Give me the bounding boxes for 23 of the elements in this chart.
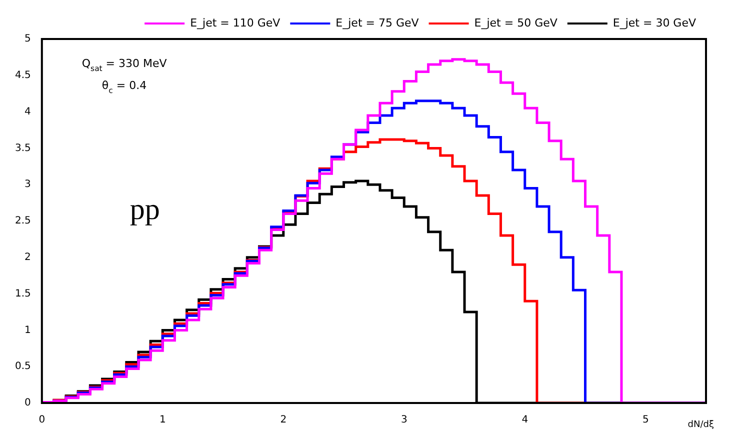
x-tick-label: 0 — [38, 414, 46, 426]
legend-label: E_jet = 110 GeV — [190, 16, 281, 30]
x-tick-label: 1 — [159, 414, 166, 426]
y-tick-label: 5 — [24, 34, 31, 45]
legend-label: E_jet = 75 GeV — [336, 16, 420, 30]
legend-label: E_jet = 50 GeV — [474, 16, 558, 30]
x-axis-title: dN/dξ — [688, 420, 714, 430]
y-tick-label: 4.5 — [14, 70, 31, 81]
y-tick-label: 0 — [24, 398, 31, 409]
y-tick-label: 3 — [24, 179, 31, 190]
x-tick-label: 4 — [522, 414, 528, 426]
y-tick-label: 4 — [24, 106, 31, 118]
x-tick-label: 2 — [280, 414, 287, 426]
y-tick-label: 2.5 — [14, 216, 31, 227]
x-tick-label: 3 — [400, 414, 408, 426]
y-tick-label: 1.5 — [14, 288, 31, 300]
y-tick-label: 0.5 — [14, 361, 31, 372]
y-tick-label: 2 — [24, 252, 31, 263]
y-tick-label: 3.5 — [14, 142, 31, 154]
y-tick-label: 1 — [24, 324, 31, 336]
annotation: pp — [130, 193, 160, 226]
legend-label: E_jet = 30 GeV — [612, 16, 696, 30]
x-tick-label: 5 — [642, 414, 649, 426]
